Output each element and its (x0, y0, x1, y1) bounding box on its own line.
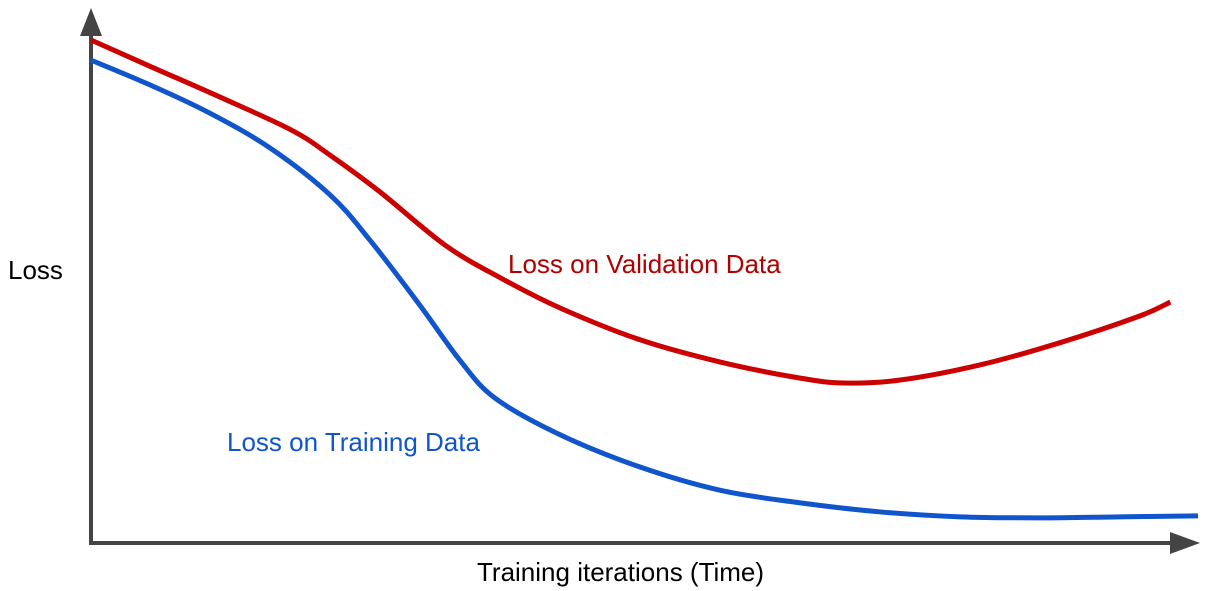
y-axis-label: Loss (8, 255, 63, 285)
validation-loss-line (89, 37, 1172, 386)
training-loss-line (90, 57, 1199, 521)
series-layer (89, 37, 1199, 521)
x-axis-arrow-icon (1170, 532, 1200, 554)
training-series-label: Loss on Training Data (227, 427, 480, 457)
x-axis-label: Training iterations (Time) (477, 557, 765, 587)
validation-series-label: Loss on Validation Data (508, 249, 781, 279)
y-axis-arrow-icon (80, 8, 102, 36)
